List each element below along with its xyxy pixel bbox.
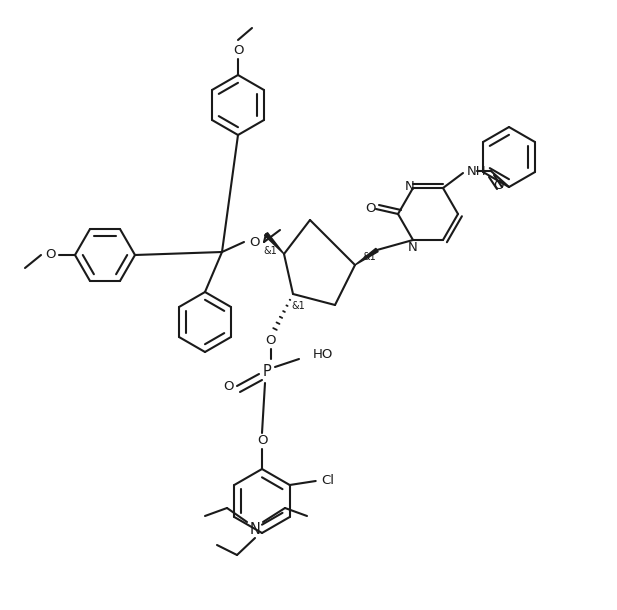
Text: P: P: [263, 364, 271, 378]
Text: O: O: [45, 248, 56, 262]
Text: O: O: [494, 179, 504, 192]
Text: N: N: [408, 242, 418, 254]
Text: N: N: [405, 179, 415, 193]
Text: O: O: [224, 379, 234, 392]
Text: O: O: [365, 203, 375, 215]
Text: O: O: [249, 235, 259, 248]
Text: &1: &1: [291, 301, 305, 311]
Text: O: O: [266, 334, 276, 348]
Text: &1: &1: [362, 252, 376, 262]
Text: O: O: [257, 434, 267, 448]
Polygon shape: [355, 248, 378, 265]
Text: O: O: [233, 43, 243, 57]
Polygon shape: [265, 232, 284, 254]
Text: &1: &1: [263, 246, 277, 256]
Text: N: N: [249, 523, 260, 537]
Text: Cl: Cl: [321, 475, 334, 487]
Text: HO: HO: [313, 348, 333, 361]
Text: NH: NH: [467, 165, 487, 178]
